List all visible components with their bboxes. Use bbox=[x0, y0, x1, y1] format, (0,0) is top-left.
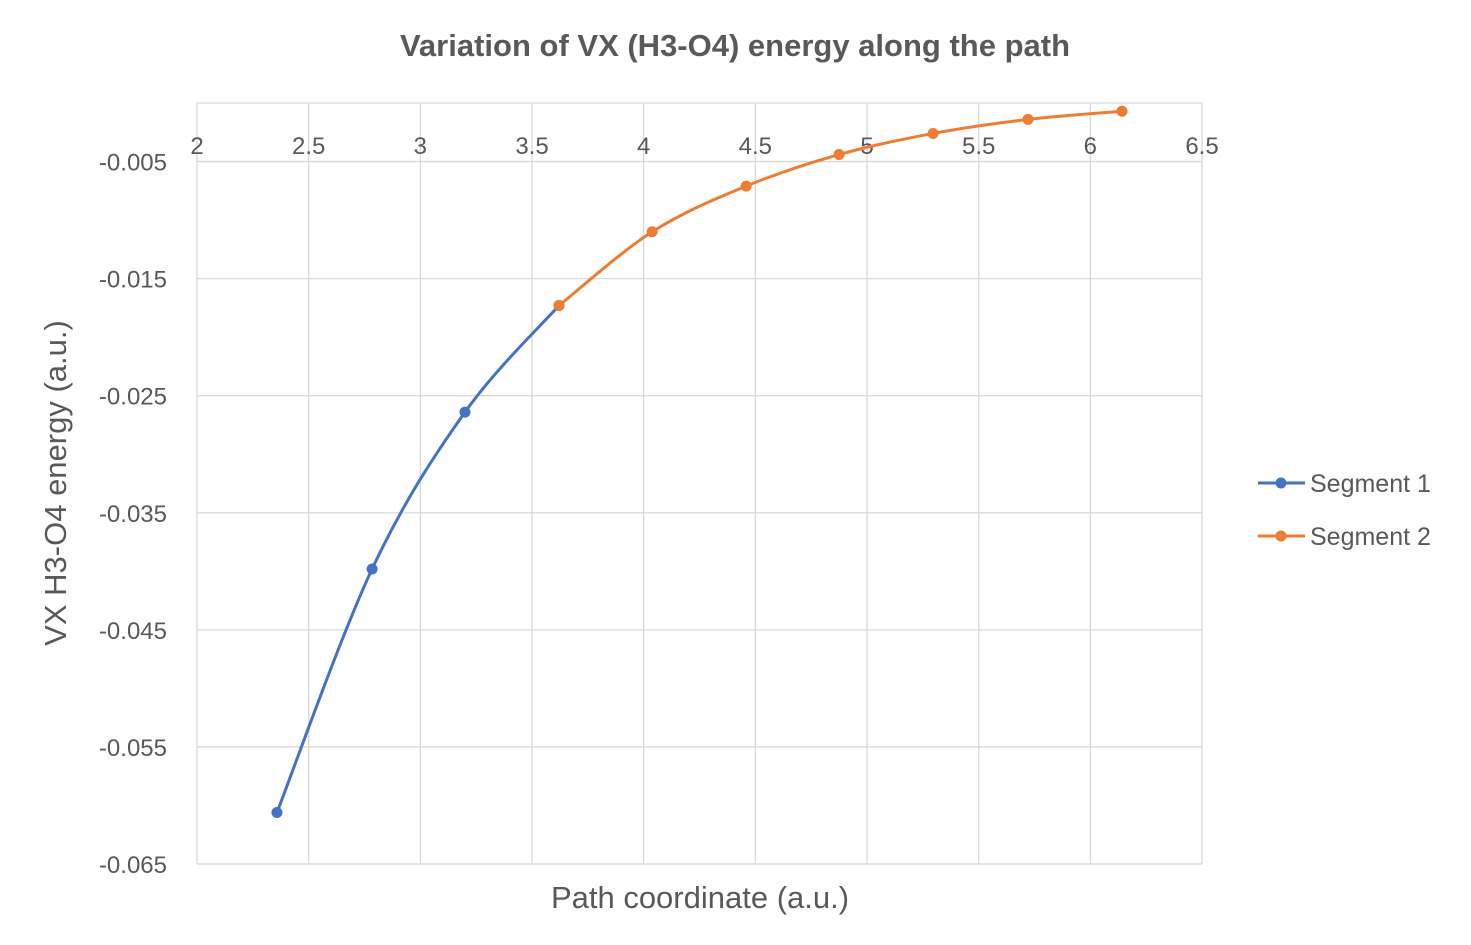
x-tick-label: 6.5 bbox=[1185, 133, 1218, 160]
x-tick-label: 2 bbox=[190, 133, 203, 160]
y-tick-label: -0.055 bbox=[99, 735, 167, 762]
data-point-series-1 bbox=[366, 563, 378, 575]
legend-marker-icon bbox=[1275, 530, 1287, 542]
x-axis-label: Path coordinate (a.u.) bbox=[551, 880, 849, 915]
y-tick-label: -0.025 bbox=[99, 384, 167, 411]
x-tick-label: 4 bbox=[637, 133, 650, 160]
x-tick-labels: 2 2.5 3 3.5 4 4.5 5 5.5 6 6.5 bbox=[190, 133, 1218, 160]
data-point-series-2 bbox=[1116, 105, 1128, 117]
data-point-series-2 bbox=[553, 300, 565, 312]
x-tick-label: 5.5 bbox=[962, 133, 995, 160]
data-point-series-2 bbox=[740, 180, 752, 192]
legend-marker-icon bbox=[1275, 477, 1287, 489]
data-point-series-2 bbox=[1022, 113, 1034, 125]
y-axis-label: VX H3-O4 energy (a.u.) bbox=[38, 320, 73, 646]
data-point-series-1 bbox=[271, 806, 283, 818]
grid bbox=[196, 102, 1203, 865]
y-tick-label: -0.005 bbox=[99, 150, 167, 177]
y-tick-label: -0.015 bbox=[99, 267, 167, 294]
data-point-series-2 bbox=[927, 127, 939, 139]
data-point-series-2 bbox=[833, 149, 845, 161]
y-tick-labels: -0.005 -0.015 -0.025 -0.035 -0.045 -0.055 -0.0… bbox=[99, 150, 167, 879]
data-point-series-2 bbox=[646, 226, 658, 238]
y-tick-label: -0.045 bbox=[99, 618, 167, 645]
data-point-series-1 bbox=[459, 406, 471, 418]
x-tick-label: 6 bbox=[1084, 133, 1097, 160]
legend-label: Segment 1 bbox=[1310, 470, 1431, 498]
y-tick-label: -0.035 bbox=[99, 501, 167, 528]
legend: Segment 1 Segment 2 bbox=[1258, 470, 1431, 551]
x-tick-label: 3.5 bbox=[515, 133, 548, 160]
chart-title: Variation of VX (H3-O4) energy along the… bbox=[400, 28, 1070, 63]
series-group bbox=[271, 105, 1128, 818]
y-tick-label: -0.065 bbox=[99, 852, 167, 879]
x-tick-label: 3 bbox=[414, 133, 427, 160]
x-tick-label: 4.5 bbox=[739, 133, 772, 160]
x-tick-label: 2.5 bbox=[292, 133, 325, 160]
series-line-1 bbox=[275, 304, 561, 814]
legend-label: Segment 2 bbox=[1310, 523, 1431, 551]
